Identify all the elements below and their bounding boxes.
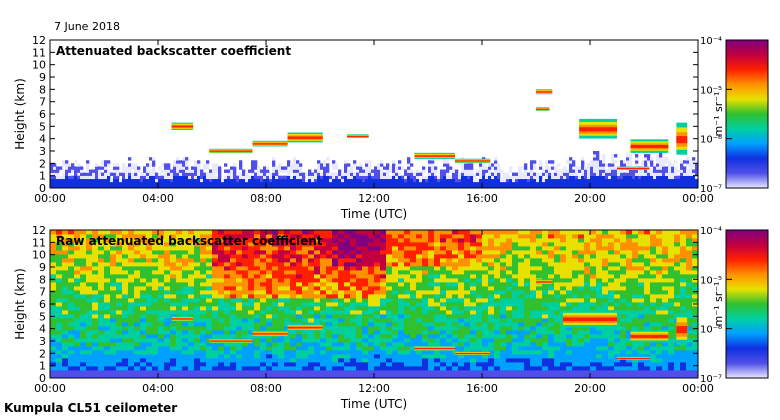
colorbar-tick-label: 10⁻⁴ [700, 226, 722, 237]
colorbar-label: m⁻¹ sr⁻¹ [712, 282, 725, 327]
x-tick-label: 08:00 [250, 382, 282, 395]
cloud-layer [414, 152, 455, 159]
x-tick-label: 00:00 [34, 382, 66, 395]
cloud-layer [252, 330, 288, 337]
cloud-layer [579, 118, 617, 139]
y-tick-label: 2 [39, 347, 46, 360]
colorbar-tick-label: 10⁻⁵ [700, 85, 722, 96]
y-tick-label: 0 [39, 182, 46, 195]
y-tick-label: 11 [32, 46, 46, 59]
y-axis-label: Height (km) [13, 268, 27, 339]
cloud-layer [414, 345, 455, 351]
colorbar-tick-label: 10⁻⁵ [700, 275, 722, 286]
cloud-layer [676, 312, 688, 345]
cloud-layer [630, 139, 669, 153]
y-tick-label: 1 [39, 170, 46, 183]
cloud-layer [617, 166, 650, 170]
x-tick-label: 16:00 [466, 382, 498, 395]
cloud-layer [536, 89, 553, 95]
plot-title: Raw attenuated backscatter coefficient [56, 234, 323, 248]
y-tick-label: 1 [39, 360, 46, 373]
y-tick-label: 5 [39, 120, 46, 133]
y-tick-label: 10 [32, 59, 46, 72]
y-tick-label: 11 [32, 236, 46, 249]
y-tick-label: 8 [39, 273, 46, 286]
y-tick-label: 4 [39, 323, 46, 336]
y-tick-label: 9 [39, 71, 46, 84]
x-tick-label: 04:00 [142, 192, 174, 205]
x-tick-label: 16:00 [466, 192, 498, 205]
panel-bottom: Raw attenuated backscatter coefficient01… [13, 224, 769, 411]
y-tick-label: 3 [39, 335, 46, 348]
y-tick-label: 6 [39, 108, 46, 121]
y-tick-label: 12 [32, 224, 46, 237]
plot-title: Attenuated backscatter coefficient [56, 44, 291, 58]
y-tick-label: 7 [39, 286, 46, 299]
cloud-layer [347, 134, 369, 138]
y-tick-label: 6 [39, 298, 46, 311]
colorbar-tick-label: 10⁻⁶ [700, 325, 722, 336]
colorbar [725, 229, 769, 379]
cloud-layer [455, 351, 491, 356]
colorbar-tick-label: 10⁻⁷ [700, 374, 722, 385]
x-axis-label: Time (UTC) [340, 397, 407, 411]
cloud-layer [171, 316, 194, 322]
cloud-layer [287, 324, 323, 331]
x-tick-label: 04:00 [142, 382, 174, 395]
cloud-layer [536, 279, 553, 285]
colorbar [725, 39, 769, 189]
x-tick-label: 12:00 [358, 192, 390, 205]
y-axis-label: Height (km) [13, 78, 27, 149]
y-tick-label: 8 [39, 83, 46, 96]
colorbar-tick-label: 10⁻⁷ [700, 184, 722, 195]
x-tick-label: 20:00 [574, 382, 606, 395]
y-tick-label: 12 [32, 34, 46, 47]
backscatter-field [50, 151, 699, 189]
cloud-layer [252, 140, 288, 147]
y-tick-label: 5 [39, 310, 46, 323]
x-axis-label: Time (UTC) [340, 207, 407, 221]
x-tick-label: 00:00 [682, 382, 714, 395]
cloud-layers [171, 89, 688, 170]
y-tick-label: 7 [39, 96, 46, 109]
colorbar-tick-label: 10⁻⁴ [700, 36, 722, 47]
cloud-layer [171, 122, 194, 130]
cloud-layer [676, 122, 688, 155]
date-label: 7 June 2018 [54, 20, 120, 33]
x-tick-label: 00:00 [34, 192, 66, 205]
panel-top: Attenuated backscatter coefficient012345… [13, 34, 769, 221]
cloud-layer [287, 132, 323, 143]
y-tick-label: 2 [39, 157, 46, 170]
cloud-layers [171, 279, 688, 360]
y-tick-label: 10 [32, 249, 46, 262]
cloud-layer [563, 310, 617, 328]
cloud-layer [455, 158, 491, 163]
y-tick-label: 4 [39, 133, 46, 146]
cloud-layer [209, 338, 253, 344]
y-tick-label: 0 [39, 372, 46, 385]
y-tick-label: 9 [39, 261, 46, 274]
colorbar-tick-label: 10⁻⁶ [700, 135, 722, 146]
x-tick-label: 20:00 [574, 192, 606, 205]
cloud-layer [617, 356, 650, 360]
x-tick-label: 00:00 [682, 192, 714, 205]
cloud-layer [536, 107, 550, 111]
x-tick-label: 12:00 [358, 382, 390, 395]
y-tick-label: 3 [39, 145, 46, 158]
cloud-layer [209, 148, 253, 154]
x-tick-label: 08:00 [250, 192, 282, 205]
cloud-layer [630, 329, 669, 343]
backscatter-field [50, 230, 699, 379]
colorbar-label: m⁻¹ sr⁻¹ [712, 92, 725, 137]
instrument-label: Kumpula CL51 ceilometer [4, 401, 178, 415]
